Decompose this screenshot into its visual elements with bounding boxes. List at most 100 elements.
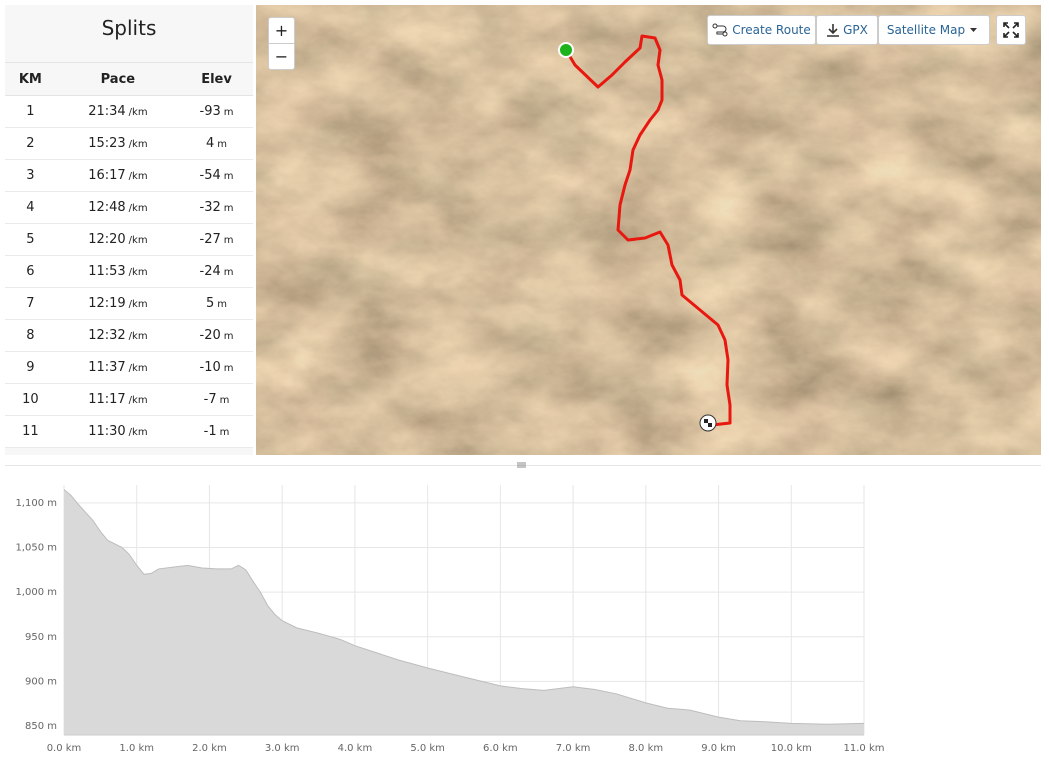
finish-marker — [699, 414, 717, 432]
x-tick-label: 10.0 km — [771, 743, 812, 754]
elev-value: -20 — [199, 328, 221, 343]
split-row: 4 12:48/km -32 m — [5, 191, 253, 224]
elev-value: -7 — [203, 392, 217, 407]
column-header: Pace — [55, 62, 181, 96]
x-tick-label: 8.0 km — [629, 743, 664, 754]
split-row: 3 16:17/km -54 m — [5, 159, 253, 192]
pace-value: 11:53 — [88, 264, 126, 279]
gpx-label: GPX — [843, 23, 868, 37]
y-tick-label: 1,000 m — [15, 587, 57, 598]
pace-value: 11:37 — [88, 360, 126, 375]
elev-value: -54 — [199, 168, 221, 183]
pace-cell: 12:32/km — [55, 319, 181, 352]
km-cell: 3 — [5, 159, 56, 192]
caret — [970, 28, 978, 32]
create-route-button[interactable]: Create Route — [707, 15, 816, 45]
pace-cell: 15:23/km — [55, 127, 181, 160]
route-icon — [712, 23, 728, 37]
km-cell: 10 — [5, 383, 56, 416]
elev-unit: m — [223, 235, 234, 246]
pace-unit: /km — [128, 171, 148, 182]
elevation-line — [63, 489, 865, 725]
y-tick-label: 1,100 m — [15, 498, 57, 509]
pace-unit: /km — [128, 139, 148, 150]
elev-value: -93 — [199, 104, 221, 119]
elev-value: -24 — [199, 264, 221, 279]
y-tick-label: 900 m — [25, 676, 57, 687]
elev-cell: -27 m — [180, 223, 253, 256]
elev-cell: -54 m — [180, 159, 253, 192]
elev-unit: m — [217, 139, 228, 150]
elev-value: -27 — [199, 232, 221, 247]
split-row: 6 11:53/km -24 m — [5, 255, 253, 288]
km-cell: 5 — [5, 223, 56, 256]
pace-value: 16:17 — [88, 168, 126, 183]
x-tick-label: 6.0 km — [483, 743, 518, 754]
satellite-image — [256, 5, 1041, 455]
zoom-out-button[interactable]: − — [268, 43, 295, 70]
pace-cell: 12:20/km — [55, 223, 181, 256]
gpx-button[interactable]: GPX — [816, 15, 878, 45]
pace-value: 15:23 — [88, 136, 126, 151]
elev-unit: m — [223, 107, 234, 118]
x-tick-label: 11.0 km — [844, 743, 885, 754]
pace-value: 12:32 — [88, 328, 126, 343]
km-cell: 7 — [5, 287, 56, 320]
elev-value: -1 — [203, 424, 217, 439]
pace-cell: 12:19/km — [55, 287, 181, 320]
splits-table: KM Pace Elev 1 21:34/km -93 m 2 15:23/km 4 m 3 16… — [5, 62, 253, 448]
elev-value: -32 — [199, 200, 221, 215]
km-cell: 9 — [5, 351, 56, 384]
pace-value: 12:19 — [88, 296, 126, 311]
pace-value: 11:30 — [88, 424, 126, 439]
fullscreen-icon — [1003, 22, 1019, 38]
zoom-in-button[interactable]: + — [268, 17, 295, 44]
elev-cell: -1 m — [180, 415, 253, 448]
x-tick-label: 0.0 km — [47, 743, 82, 754]
resize-handle — [517, 462, 526, 468]
column-header: Elev — [180, 62, 253, 96]
pace-cell: 11:17/km — [55, 383, 181, 416]
y-tick-label: 850 m — [25, 721, 57, 732]
split-row: 9 11:37/km -10 m — [5, 351, 253, 384]
pace-unit: /km — [128, 267, 148, 278]
download-icon — [827, 24, 840, 37]
pace-value: 21:34 — [88, 104, 126, 119]
splits-panel: Splits KM Pace Elev 1 21:34/km -93 m 2 15:23/… — [5, 5, 253, 455]
pace-cell: 11:37/km — [55, 351, 181, 384]
pace-unit: /km — [128, 299, 148, 310]
start-marker — [558, 42, 574, 58]
map-type-dropdown[interactable]: Satellite Map — [878, 15, 990, 45]
elev-unit: m — [223, 203, 234, 214]
elev-cell: -20 m — [180, 319, 253, 352]
resize-divider[interactable] — [5, 455, 1041, 468]
pace-value: 12:48 — [88, 200, 126, 215]
pace-value: 12:20 — [88, 232, 126, 247]
x-tick-label: 1.0 km — [119, 743, 154, 754]
elev-value: -10 — [199, 360, 221, 375]
elev-unit: m — [219, 427, 230, 438]
km-cell: 11 — [5, 415, 56, 448]
fullscreen-button[interactable] — [996, 15, 1026, 45]
elev-cell: -7 m — [180, 383, 253, 416]
x-tick-label: 2.0 km — [192, 743, 227, 754]
map[interactable]: + − Create Route GPX Satellite Map — [256, 5, 1041, 455]
y-tick-label: 950 m — [25, 632, 57, 643]
x-tick-label: 3.0 km — [265, 743, 300, 754]
x-tick-label: 7.0 km — [556, 743, 591, 754]
pace-cell: 21:34/km — [55, 95, 181, 128]
column-header: KM — [5, 62, 56, 96]
pace-value: 11:17 — [88, 392, 126, 407]
pace-unit: /km — [128, 331, 148, 342]
pace-unit: /km — [128, 363, 148, 374]
km-cell: 2 — [5, 127, 56, 160]
elev-unit: m — [223, 363, 234, 374]
elev-cell: -32 m — [180, 191, 253, 224]
elev-cell: -24 m — [180, 255, 253, 288]
pace-cell: 16:17/km — [55, 159, 181, 192]
split-row: 8 12:32/km -20 m — [5, 319, 253, 352]
pace-cell: 11:53/km — [55, 255, 181, 288]
